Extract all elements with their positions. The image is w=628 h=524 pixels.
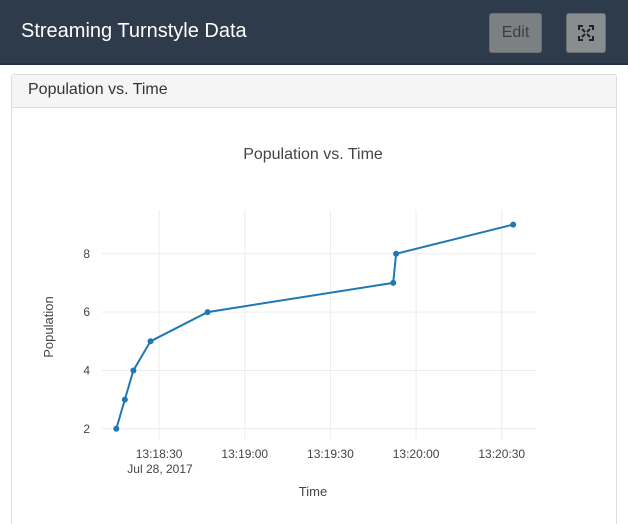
- data-point: [147, 338, 154, 345]
- chart-grid: [102, 210, 536, 439]
- series-points: [113, 221, 517, 432]
- x-tick-label: 13:18:30: [136, 447, 183, 461]
- data-point: [121, 396, 128, 403]
- y-tick-label: 8: [83, 247, 90, 261]
- panel-title: Population vs. Time: [28, 81, 168, 98]
- x-axis-label: Time: [299, 484, 327, 499]
- edit-button[interactable]: Edit: [489, 13, 542, 53]
- x-tick-label: 13:19:30: [307, 447, 354, 461]
- y-axis-label: Population: [41, 296, 56, 357]
- app-header: Streaming Turnstyle Data Edit: [0, 0, 628, 65]
- panel-heading: Population vs. Time: [12, 75, 616, 108]
- data-point: [113, 425, 120, 432]
- x-date-label: Jul 28, 2017: [127, 462, 193, 476]
- x-tick-label: 13:20:30: [478, 447, 525, 461]
- x-tick-labels: 13:18:30 13:19:00 13:19:30 13:20:00 13:20:30: [136, 447, 526, 461]
- x-tick-label: 13:20:00: [393, 447, 440, 461]
- expand-icon: [578, 25, 594, 41]
- chart-panel: Population vs. Time: [11, 74, 617, 524]
- series-line: [115, 223, 514, 430]
- data-point: [130, 367, 137, 374]
- y-tick-labels: 2 4 6 8: [83, 247, 90, 436]
- y-tick-label: 2: [83, 422, 90, 436]
- data-point: [393, 250, 400, 257]
- y-tick-label: 4: [83, 363, 90, 377]
- data-point: [510, 221, 517, 228]
- chart-title: Population vs. Time: [243, 146, 383, 163]
- data-point: [204, 309, 211, 316]
- data-point: [390, 279, 397, 286]
- x-tick-label: 13:19:00: [221, 447, 268, 461]
- expand-button[interactable]: [566, 13, 606, 53]
- y-tick-label: 6: [83, 305, 90, 319]
- app-title: Streaming Turnstyle Data: [21, 20, 247, 42]
